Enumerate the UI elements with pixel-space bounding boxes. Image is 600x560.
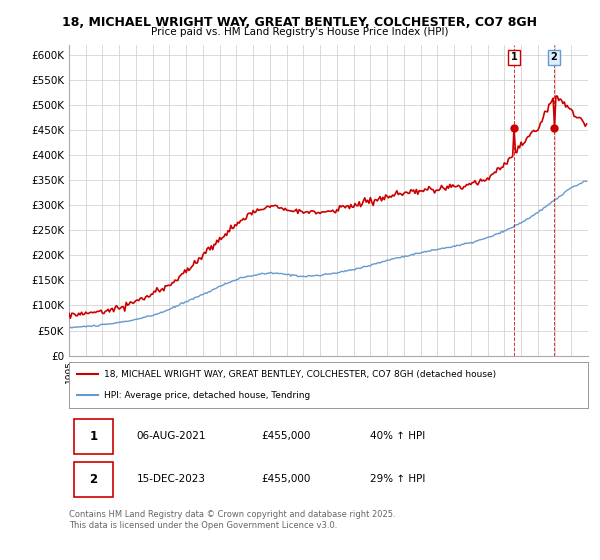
FancyBboxPatch shape bbox=[74, 419, 113, 454]
Text: 40% ↑ HPI: 40% ↑ HPI bbox=[370, 431, 425, 441]
Text: 2: 2 bbox=[550, 52, 557, 62]
Text: 1: 1 bbox=[89, 430, 98, 443]
Text: 15-DEC-2023: 15-DEC-2023 bbox=[136, 474, 205, 484]
Text: HPI: Average price, detached house, Tendring: HPI: Average price, detached house, Tend… bbox=[104, 391, 311, 400]
Text: Contains HM Land Registry data © Crown copyright and database right 2025.
This d: Contains HM Land Registry data © Crown c… bbox=[69, 510, 395, 530]
Text: 2: 2 bbox=[89, 473, 98, 486]
Text: 18, MICHAEL WRIGHT WAY, GREAT BENTLEY, COLCHESTER, CO7 8GH: 18, MICHAEL WRIGHT WAY, GREAT BENTLEY, C… bbox=[62, 16, 538, 29]
Text: 1: 1 bbox=[511, 52, 517, 62]
Text: £455,000: £455,000 bbox=[261, 474, 310, 484]
FancyBboxPatch shape bbox=[74, 461, 113, 497]
Text: 29% ↑ HPI: 29% ↑ HPI bbox=[370, 474, 425, 484]
Text: 18, MICHAEL WRIGHT WAY, GREAT BENTLEY, COLCHESTER, CO7 8GH (detached house): 18, MICHAEL WRIGHT WAY, GREAT BENTLEY, C… bbox=[104, 370, 496, 379]
Text: £455,000: £455,000 bbox=[261, 431, 310, 441]
Text: 06-AUG-2021: 06-AUG-2021 bbox=[136, 431, 206, 441]
Text: Price paid vs. HM Land Registry's House Price Index (HPI): Price paid vs. HM Land Registry's House … bbox=[151, 27, 449, 38]
